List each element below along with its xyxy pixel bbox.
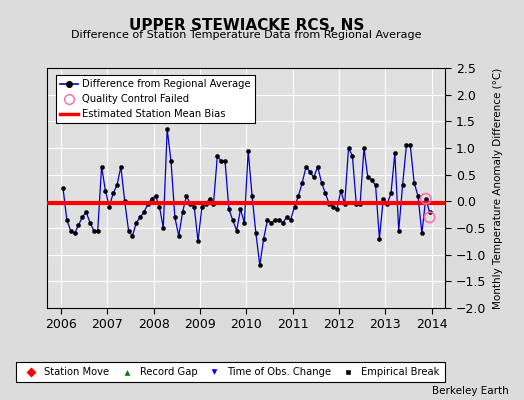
Y-axis label: Monthly Temperature Anomaly Difference (°C): Monthly Temperature Anomaly Difference (…: [493, 67, 503, 309]
Text: Berkeley Earth: Berkeley Earth: [432, 386, 508, 396]
Text: Difference of Station Temperature Data from Regional Average: Difference of Station Temperature Data f…: [71, 30, 421, 40]
Legend: Station Move, Record Gap, Time of Obs. Change, Empirical Break: Station Move, Record Gap, Time of Obs. C…: [16, 362, 445, 382]
Point: [421, 196, 430, 202]
Point: [59, 113, 67, 119]
Legend: Difference from Regional Average, Quality Control Failed, Estimated Station Mean: Difference from Regional Average, Qualit…: [56, 75, 255, 123]
Point: [425, 214, 434, 220]
Text: UPPER STEWIACKE RCS, NS: UPPER STEWIACKE RCS, NS: [128, 18, 364, 33]
